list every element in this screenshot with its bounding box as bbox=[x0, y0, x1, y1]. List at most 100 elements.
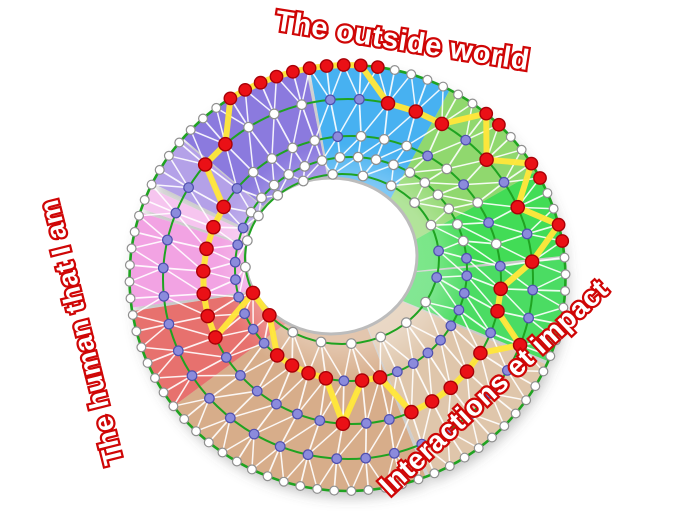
empty-node bbox=[278, 476, 289, 487]
empty-node bbox=[272, 189, 284, 201]
mesh-line bbox=[307, 454, 318, 490]
mesh-line bbox=[279, 419, 321, 448]
empty-node bbox=[345, 338, 357, 350]
mesh-line bbox=[405, 322, 441, 341]
scale-node bbox=[460, 134, 472, 146]
mesh-line bbox=[138, 215, 168, 241]
empty-node bbox=[315, 336, 327, 348]
mesh-line bbox=[343, 343, 353, 381]
empty-node bbox=[406, 69, 417, 80]
empty-node bbox=[443, 203, 455, 215]
mesh-line bbox=[421, 401, 433, 445]
selected-node bbox=[443, 380, 459, 396]
mesh-line bbox=[168, 155, 190, 188]
selected-node bbox=[510, 199, 526, 215]
mesh-line bbox=[446, 139, 467, 170]
empty-node bbox=[432, 189, 444, 201]
scale-node bbox=[172, 345, 184, 357]
mesh-line bbox=[362, 164, 394, 177]
empty-node bbox=[191, 426, 202, 437]
empty-node bbox=[542, 188, 553, 199]
selected-node bbox=[354, 373, 370, 388]
empty-node bbox=[559, 252, 570, 263]
selected-node bbox=[285, 64, 300, 79]
mesh-line bbox=[506, 370, 527, 401]
empty-node bbox=[299, 160, 311, 172]
empty-node bbox=[295, 481, 306, 492]
empty-node bbox=[185, 124, 196, 135]
scale-node bbox=[163, 318, 175, 330]
mesh-line bbox=[393, 411, 413, 454]
scale-node bbox=[230, 274, 241, 286]
scale-node bbox=[183, 182, 195, 194]
mesh-line bbox=[131, 247, 164, 269]
empty-node bbox=[473, 443, 484, 454]
selected-node bbox=[223, 91, 238, 106]
selected-node bbox=[197, 157, 213, 172]
empty-node bbox=[425, 219, 437, 231]
mesh-line bbox=[424, 301, 442, 341]
empty-node bbox=[555, 319, 566, 330]
selected-node bbox=[200, 308, 215, 324]
mesh-line bbox=[296, 377, 327, 415]
scale-node bbox=[521, 228, 533, 240]
mesh-line bbox=[458, 309, 482, 354]
mesh-line bbox=[147, 350, 179, 364]
selected-node bbox=[479, 106, 494, 121]
mesh-line bbox=[163, 374, 193, 394]
scale-node bbox=[302, 449, 314, 461]
empty-node bbox=[444, 461, 455, 472]
scale-node bbox=[465, 408, 477, 420]
scale-node bbox=[407, 358, 419, 369]
empty-node bbox=[146, 179, 157, 190]
mesh-line bbox=[488, 221, 528, 235]
empty-node bbox=[126, 243, 137, 254]
mesh-line bbox=[463, 292, 492, 334]
scale-node bbox=[170, 207, 182, 219]
empty-node bbox=[545, 351, 556, 362]
selected-node bbox=[434, 116, 450, 132]
scale-node bbox=[247, 323, 259, 335]
scale-node bbox=[324, 94, 336, 106]
mesh-line bbox=[477, 181, 505, 204]
scale-node bbox=[157, 262, 169, 274]
scale-node bbox=[203, 392, 215, 404]
mesh-line bbox=[336, 458, 352, 492]
scale-node bbox=[353, 93, 365, 105]
mesh-line bbox=[490, 393, 505, 427]
ring-2-line bbox=[162, 98, 534, 460]
selected-node bbox=[301, 365, 316, 381]
empty-node bbox=[385, 180, 397, 192]
empty-node bbox=[243, 121, 255, 133]
scale-node bbox=[461, 252, 472, 264]
scale-node bbox=[485, 388, 497, 399]
scale-node bbox=[485, 327, 497, 339]
selected-node bbox=[473, 345, 488, 361]
mesh-line bbox=[195, 398, 211, 432]
scale-node bbox=[422, 347, 434, 359]
mesh-line bbox=[457, 223, 497, 245]
empty-node bbox=[550, 335, 561, 346]
scale-node bbox=[483, 217, 495, 229]
empty-node bbox=[413, 474, 424, 485]
mesh-line bbox=[365, 419, 390, 459]
empty-node bbox=[380, 482, 391, 493]
selected-node bbox=[493, 281, 509, 297]
mesh-line bbox=[129, 281, 165, 297]
empty-node bbox=[409, 197, 421, 209]
scale-node bbox=[224, 412, 236, 424]
selected-node bbox=[380, 96, 396, 111]
mesh-line bbox=[191, 356, 227, 377]
selected-node bbox=[512, 337, 528, 353]
mesh-line bbox=[379, 336, 399, 373]
empty-node bbox=[472, 197, 484, 209]
mesh-line bbox=[410, 363, 415, 413]
empty-node bbox=[548, 203, 559, 214]
mesh-line bbox=[336, 422, 367, 460]
empty-node bbox=[422, 74, 433, 85]
empty-node bbox=[346, 486, 357, 497]
selected-node bbox=[335, 416, 351, 432]
empty-node bbox=[420, 296, 432, 308]
mesh-line bbox=[166, 239, 204, 272]
